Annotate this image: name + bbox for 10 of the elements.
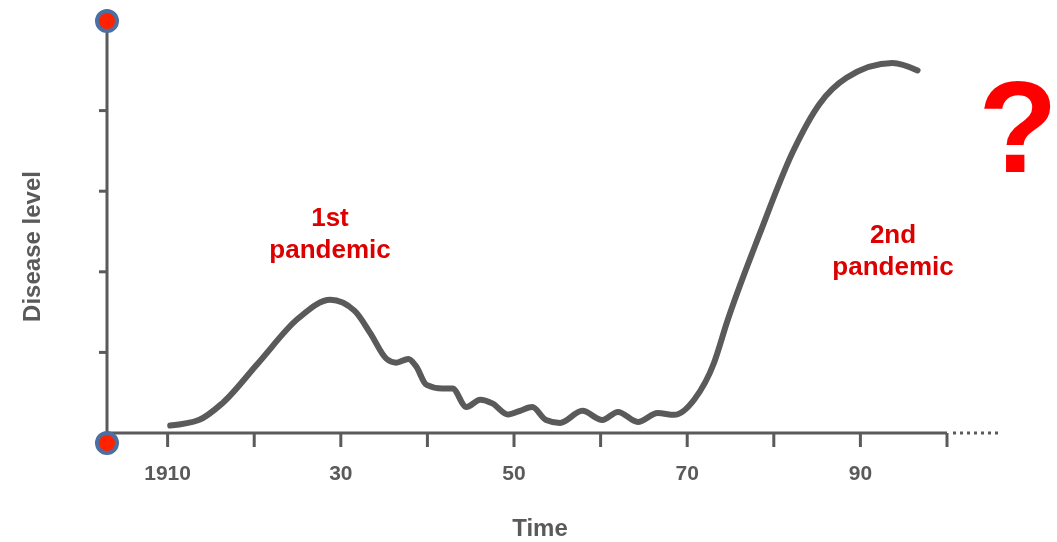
annotation: 1st pandemic xyxy=(269,202,391,264)
x-tick-label: 50 xyxy=(502,461,526,484)
x-tick-label: 70 xyxy=(675,461,699,484)
x-tick-label: 1910 xyxy=(144,461,191,484)
x-axis-title: Time xyxy=(512,514,568,541)
y-axis-title: Disease level xyxy=(18,171,45,322)
x-tick-label: 30 xyxy=(329,461,353,484)
text: ? xyxy=(978,54,1057,200)
x-tick-label: 90 xyxy=(848,461,873,484)
annotation: 2nd pandemic xyxy=(832,219,954,281)
